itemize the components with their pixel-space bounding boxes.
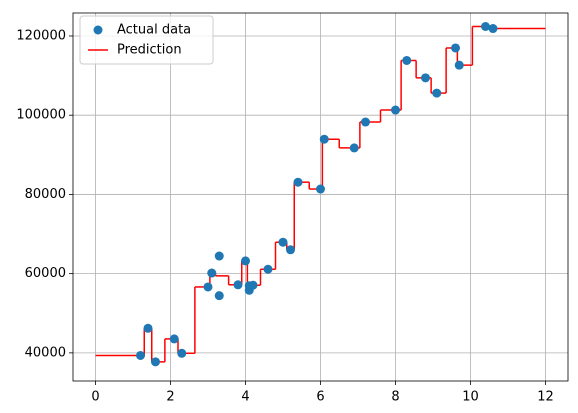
data-point xyxy=(361,117,370,127)
data-point xyxy=(488,24,498,34)
data-point xyxy=(241,256,250,266)
x-tick-label: 2 xyxy=(166,390,174,405)
data-point xyxy=(349,143,359,153)
data-point xyxy=(421,73,430,83)
data-point xyxy=(319,134,329,144)
data-point xyxy=(286,245,295,255)
data-point xyxy=(278,237,288,247)
legend-label: Prediction xyxy=(117,43,182,58)
legend-marker xyxy=(93,25,103,35)
y-tick-label: 120000 xyxy=(16,28,66,43)
data-point xyxy=(293,177,303,187)
data-point xyxy=(391,105,400,115)
y-tick-label: 60000 xyxy=(25,266,66,281)
x-tick-label: 0 xyxy=(91,390,99,405)
data-point xyxy=(151,357,160,367)
data-point xyxy=(169,334,179,344)
data-point xyxy=(402,55,412,65)
legend-box xyxy=(79,15,214,65)
data-point xyxy=(214,251,224,261)
data-point xyxy=(136,350,145,360)
x-tick-label: 6 xyxy=(316,390,324,405)
legend-label: Actual data xyxy=(117,23,191,38)
plot-frame xyxy=(72,12,569,382)
data-point xyxy=(263,264,273,274)
x-tick-label: 12 xyxy=(537,390,554,405)
data-point xyxy=(214,291,224,301)
y-tick-label: 80000 xyxy=(25,187,66,202)
data-point xyxy=(177,348,187,358)
y-tick-label: 40000 xyxy=(25,345,66,360)
data-point xyxy=(481,22,490,32)
data-point xyxy=(316,184,325,194)
data-point xyxy=(233,280,243,290)
data-point xyxy=(207,268,217,278)
data-point xyxy=(432,88,442,98)
y-tick-label: 100000 xyxy=(16,108,66,123)
data-point xyxy=(451,43,460,53)
x-tick-label: 4 xyxy=(241,390,249,405)
data-point xyxy=(203,282,213,292)
x-tick-label: 10 xyxy=(462,390,479,405)
data-point xyxy=(454,60,464,70)
data-point xyxy=(248,280,258,290)
data-point xyxy=(143,323,153,333)
x-tick-label: 8 xyxy=(391,390,399,405)
